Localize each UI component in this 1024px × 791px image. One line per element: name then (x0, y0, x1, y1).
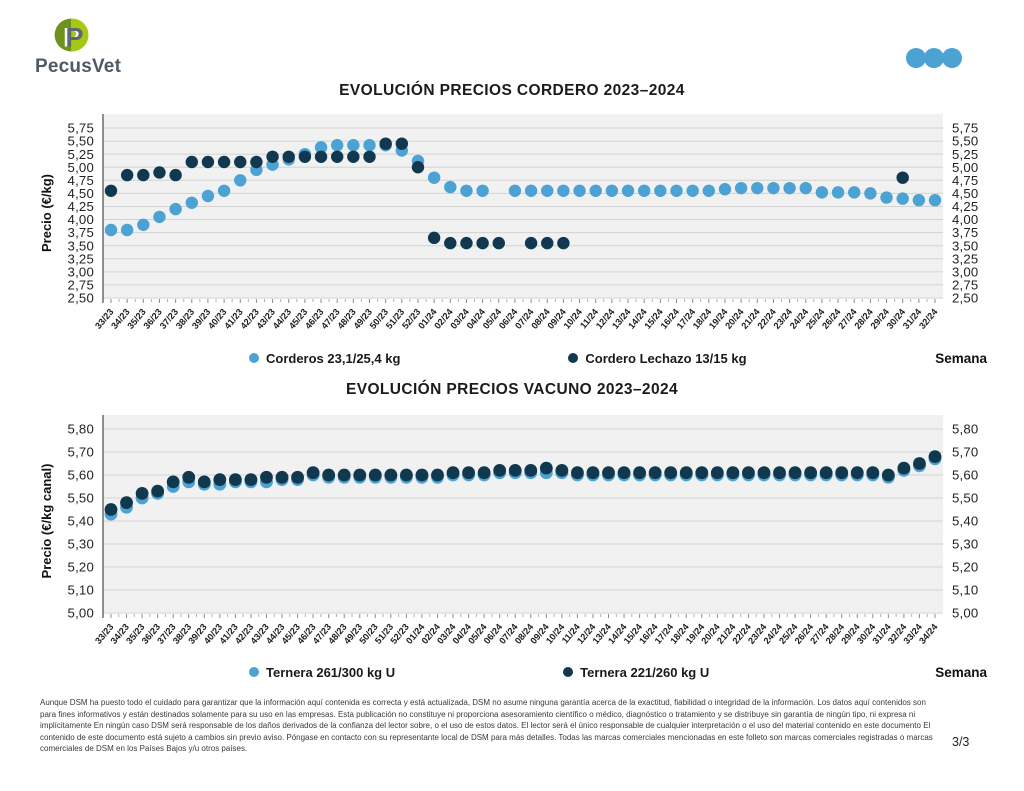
svg-text:5,50: 5,50 (952, 491, 978, 506)
svg-text:3,00: 3,00 (68, 264, 94, 279)
light-blue-dot-icon (249, 667, 259, 677)
svg-text:5,40: 5,40 (952, 514, 978, 529)
svg-text:5,25: 5,25 (68, 147, 94, 162)
svg-text:5,00: 5,00 (952, 606, 978, 621)
vacuno-chart-section: EVOLUCIÓN PRECIOS VACUNO 2023–2024 5,00 5… (37, 381, 987, 683)
svg-text:5,75: 5,75 (952, 121, 978, 136)
svg-text:5,60: 5,60 (68, 468, 94, 483)
page-header: P P PecusVet (0, 0, 1024, 76)
svg-text:5,00: 5,00 (68, 606, 94, 621)
disclaimer-text: Aunque DSM ha puesto todo el cuidado par… (40, 698, 933, 754)
svg-text:5,25: 5,25 (952, 147, 978, 162)
legend-label: Cordero Lechazo 13/15 kg (585, 350, 747, 366)
legend-item-ternera-261-300: Ternera 261/300 kg U (249, 665, 395, 680)
vacuno-chart-area: 5,00 5,00 5,10 5,10 5,20 5,20 5,30 5,30 5,40 5,40… (37, 407, 987, 659)
svg-text:5,80: 5,80 (68, 422, 94, 437)
svg-text:Precio (€/kg canal): Precio (€/kg canal) (39, 464, 54, 579)
legend-item-lechazo: Cordero Lechazo 13/15 kg (568, 350, 747, 366)
logo-crescent-icon (54, 18, 71, 52)
page-footer: Aunque DSM ha puesto todo el cuidado par… (0, 697, 1024, 755)
svg-text:32/24: 32/24 (917, 306, 940, 331)
svg-text:2,50: 2,50 (952, 291, 978, 306)
svg-text:5,00: 5,00 (68, 160, 94, 175)
svg-text:3,75: 3,75 (68, 225, 94, 240)
cordero-chart-title: EVOLUCIÓN PRECIOS CORDERO 2023–2024 (339, 82, 685, 99)
cordero-chart-area: 2,50 2,50 2,75 2,75 3,00 3,00 3,25 3,25 3,50 3,50… (37, 108, 987, 345)
legend-item-corderos: Corderos 23,1/25,4 kg (249, 351, 400, 366)
legend-label: Ternera 221/260 kg U (580, 664, 710, 680)
svg-text:3,25: 3,25 (952, 251, 978, 266)
dark-blue-dot-icon (568, 353, 579, 363)
svg-text:2,75: 2,75 (68, 278, 94, 293)
x-axis-title: Semana (935, 664, 987, 680)
svg-text:5,10: 5,10 (952, 583, 978, 598)
svg-text:4,75: 4,75 (68, 173, 94, 188)
svg-text:Precio (€/kg): Precio (€/kg) (39, 174, 54, 252)
svg-text:5,50: 5,50 (952, 134, 978, 149)
vacuno-price-chart: 5,00 5,00 5,10 5,10 5,20 5,20 5,30 5,30 5,40 5,40… (39, 415, 978, 646)
svg-text:5,10: 5,10 (68, 583, 94, 598)
svg-text:3,50: 3,50 (952, 238, 978, 253)
legend-label: Ternera 261/300 kg U (266, 664, 396, 680)
svg-text:4,25: 4,25 (68, 199, 94, 214)
cordero-chart-section: EVOLUCIÓN PRECIOS CORDERO 2023–2024 2,50… (37, 82, 987, 369)
svg-text:5,30: 5,30 (952, 537, 978, 552)
vacuno-chart-legend: Ternera 261/300 kg U Ternera 221/260 kg … (37, 661, 987, 683)
svg-text:3,50: 3,50 (68, 238, 94, 253)
svg-text:5,20: 5,20 (68, 560, 94, 575)
svg-text:5,30: 5,30 (68, 537, 94, 552)
svg-text:P: P (66, 23, 84, 53)
svg-text:3,00: 3,00 (952, 264, 978, 279)
page-number: 3/3 (952, 734, 970, 749)
svg-text:5,40: 5,40 (68, 514, 94, 529)
light-blue-dot-icon (249, 353, 259, 363)
svg-text:4,00: 4,00 (68, 212, 94, 227)
svg-text:5,70: 5,70 (68, 445, 94, 460)
pagination-dots-icon (906, 47, 964, 74)
svg-text:5,00: 5,00 (952, 160, 978, 175)
svg-text:2,75: 2,75 (952, 278, 978, 293)
svg-text:3,75: 3,75 (952, 225, 978, 240)
svg-text:5,75: 5,75 (68, 121, 94, 136)
svg-text:5,80: 5,80 (952, 422, 978, 437)
svg-text:4,50: 4,50 (952, 186, 978, 201)
svg-text:4,50: 4,50 (68, 186, 94, 201)
svg-text:34/24: 34/24 (917, 621, 940, 646)
svg-text:2,50: 2,50 (68, 291, 94, 306)
dark-blue-dot-icon (563, 667, 574, 677)
svg-text:4,75: 4,75 (952, 173, 978, 188)
vacuno-chart-title: EVOLUCIÓN PRECIOS VACUNO 2023–2024 (345, 381, 679, 398)
cordero-price-chart: 2,50 2,502,75 2,753,00 3,003,25 3,253,50 3,50… (39, 114, 978, 331)
svg-text:4,25: 4,25 (952, 199, 978, 214)
svg-text:5,50: 5,50 (68, 491, 94, 506)
logo-text: PecusVet (35, 56, 122, 76)
svg-text:5,70: 5,70 (952, 445, 978, 460)
legend-item-ternera-221-260: Ternera 221/260 kg U (563, 665, 709, 680)
svg-text:5,60: 5,60 (952, 468, 978, 483)
svg-text:3,25: 3,25 (68, 251, 94, 266)
cordero-chart-legend: Corderos 23,1/25,4 kg Cordero Lechazo 13… (37, 347, 987, 369)
legend-label: Corderos 23,1/25,4 kg (266, 350, 401, 366)
svg-text:P: P (63, 23, 81, 53)
pecusvet-logo: P P PecusVet (30, 10, 160, 76)
x-axis-title: Semana (935, 350, 987, 366)
svg-text:5,20: 5,20 (952, 560, 978, 575)
svg-text:4,00: 4,00 (952, 212, 978, 227)
svg-text:5,50: 5,50 (68, 134, 94, 149)
